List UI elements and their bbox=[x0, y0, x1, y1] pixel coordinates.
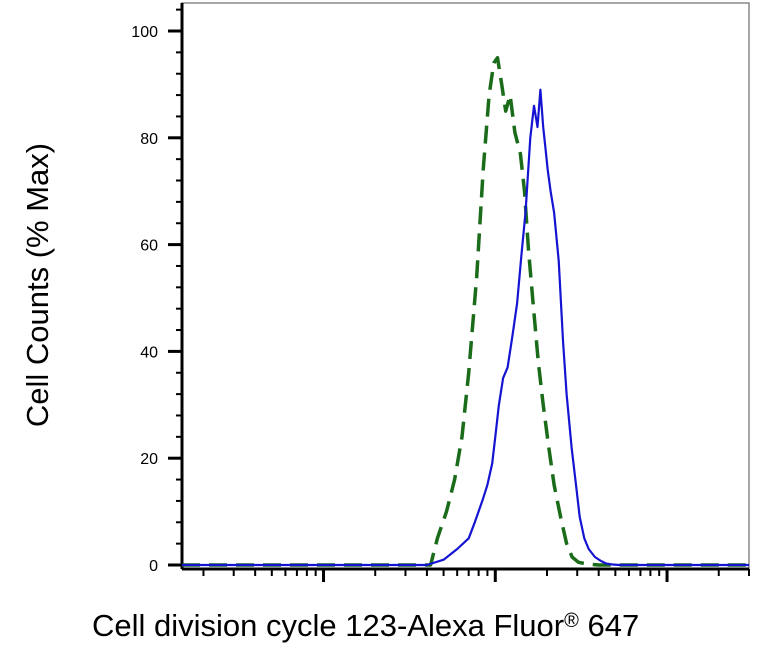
x-axis bbox=[182, 567, 750, 582]
x-axis-label: Cell division cycle 123-Alexa Fluor® 647 bbox=[92, 608, 639, 644]
series-layer bbox=[182, 55, 749, 567]
y-tick-label: 60 bbox=[140, 238, 158, 255]
y-tick-label: 0 bbox=[149, 558, 158, 575]
y-tick-label: 40 bbox=[140, 344, 158, 361]
sample-series-line bbox=[182, 88, 749, 567]
registered-mark: ® bbox=[564, 610, 579, 632]
y-axis: 0 20 40 60 80 100 bbox=[131, 3, 184, 575]
control-series-line bbox=[182, 55, 749, 567]
y-tick-label: 100 bbox=[131, 24, 158, 41]
x-axis-label-text: Cell division cycle 123-Alexa Fluor bbox=[92, 608, 565, 643]
x-axis-label-suffix: 647 bbox=[578, 608, 640, 643]
y-tick-label: 80 bbox=[140, 131, 158, 148]
y-tick-label: 20 bbox=[140, 451, 158, 468]
y-axis-label: Cell Counts (% Max) bbox=[20, 142, 55, 428]
plot-frame bbox=[181, 2, 750, 570]
